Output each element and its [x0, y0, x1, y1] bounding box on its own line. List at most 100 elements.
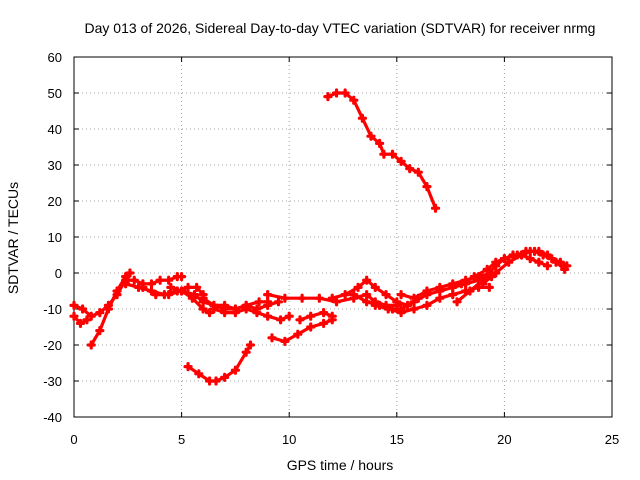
y-tick-label: -20 [43, 338, 62, 353]
data-point [452, 297, 462, 307]
data-point [151, 290, 161, 300]
data-point [166, 282, 176, 292]
data-point [422, 300, 432, 310]
data-point [499, 254, 509, 264]
x-tick-label: 15 [390, 432, 404, 447]
data-point [314, 293, 324, 303]
data-point [86, 311, 96, 321]
data-point [383, 304, 393, 314]
data-point [125, 268, 135, 278]
data-point [187, 293, 197, 303]
data-point [392, 297, 402, 307]
data-point [82, 315, 92, 325]
data-point [366, 131, 376, 141]
data-point [263, 311, 273, 321]
data-point [263, 290, 273, 300]
data-point [448, 279, 458, 289]
data-point [280, 293, 290, 303]
data-point [194, 369, 204, 379]
x-tick-label: 0 [70, 432, 77, 447]
series-line-trace-21 [298, 311, 334, 322]
data-point [542, 250, 553, 260]
data-point [280, 336, 290, 346]
data-point [484, 282, 494, 292]
data-point [95, 326, 105, 336]
data-point [183, 282, 193, 292]
data-point [254, 297, 264, 307]
data-point [146, 279, 157, 289]
data-point [319, 318, 329, 328]
data-point [297, 293, 307, 303]
data-point [381, 290, 391, 300]
data-point [220, 308, 230, 318]
data-point [357, 113, 367, 123]
data-point [430, 203, 441, 213]
data-point [121, 279, 131, 289]
data-point [534, 257, 544, 267]
data-point [435, 282, 445, 292]
data-point [95, 308, 105, 318]
x-axis-label: GPS time / hours [287, 457, 394, 473]
data-point [331, 88, 342, 98]
data-point [164, 275, 174, 285]
x-tick-label: 25 [605, 432, 619, 447]
y-tick-label: 60 [48, 50, 62, 65]
data-point [396, 156, 406, 166]
data-point [362, 297, 372, 307]
series-group [69, 88, 572, 386]
data-point [75, 318, 86, 328]
x-tick-label: 20 [497, 432, 511, 447]
data-point [306, 311, 316, 321]
data-point [112, 286, 122, 296]
data-point [69, 300, 79, 310]
data-point [551, 257, 561, 267]
grid [74, 57, 612, 417]
data-point [340, 88, 350, 98]
y-axis-label: SDTVAR / TECUs [5, 182, 21, 294]
data-point [327, 293, 337, 303]
data-point [323, 92, 333, 102]
data-point [273, 297, 284, 307]
data-point [534, 246, 544, 256]
data-point [413, 167, 423, 177]
data-point [409, 293, 419, 303]
data-point [517, 250, 527, 260]
data-point [349, 290, 359, 300]
data-point [252, 308, 262, 318]
data-point [275, 315, 286, 325]
data-point [362, 275, 372, 285]
data-point [340, 290, 350, 300]
data-point [331, 297, 342, 307]
data-point [396, 290, 406, 300]
data-point [177, 272, 187, 282]
data-point [211, 376, 221, 386]
data-point [284, 311, 294, 321]
data-point [456, 279, 466, 289]
y-tick-label: 40 [48, 122, 62, 137]
data-point [396, 308, 406, 318]
y-tick-label: -10 [43, 302, 62, 317]
x-tick-label: 5 [178, 432, 185, 447]
data-point [198, 293, 208, 303]
data-point [374, 138, 385, 148]
data-point [78, 304, 88, 314]
data-point [448, 290, 458, 300]
data-point [177, 286, 187, 296]
data-point [362, 290, 372, 300]
y-tick-label: -40 [43, 410, 62, 425]
data-point [353, 282, 363, 292]
data-point [560, 264, 570, 274]
data-point [164, 290, 174, 300]
data-point [263, 300, 273, 310]
data-point [379, 149, 389, 159]
y-tick-label: -30 [43, 374, 62, 389]
data-point [220, 372, 230, 382]
data-point [387, 149, 398, 159]
data-point [327, 311, 337, 321]
data-point [469, 272, 479, 282]
y-tick-label: 50 [48, 86, 62, 101]
data-point [525, 246, 535, 256]
data-point [542, 261, 553, 271]
data-point [504, 257, 514, 267]
chart-title: Day 013 of 2026, Sidereal Day-to-day VTE… [85, 20, 596, 36]
